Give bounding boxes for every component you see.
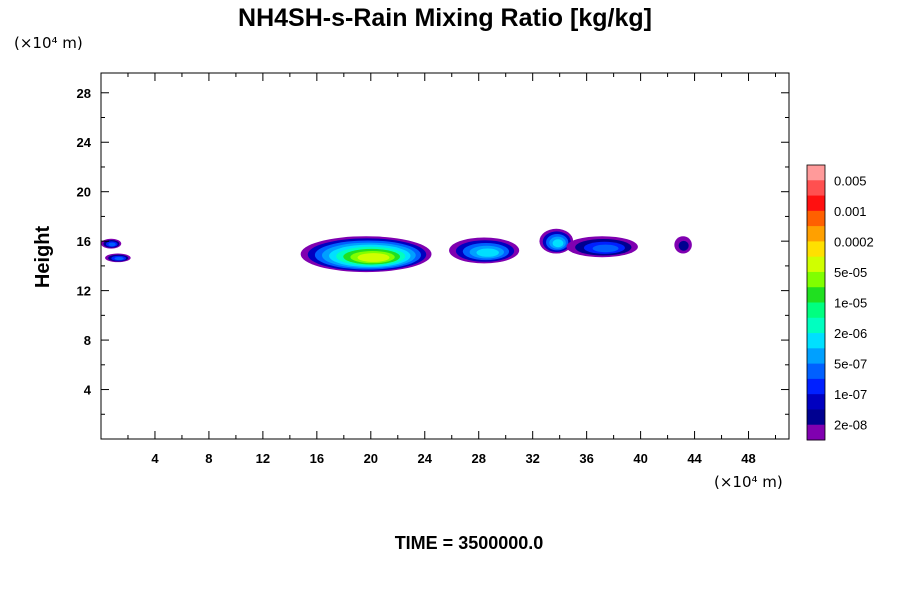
plot-area xyxy=(101,73,789,439)
colorbar-swatch xyxy=(807,210,825,227)
y-tick-label: 28 xyxy=(77,86,91,101)
contour-level xyxy=(108,242,116,247)
colorbar-swatch xyxy=(807,287,825,303)
contour-level xyxy=(357,253,390,262)
colorbar-swatch xyxy=(807,241,825,258)
x-tick-label: 48 xyxy=(741,451,755,466)
colorbar-swatch xyxy=(807,226,825,242)
y-unit-label: (×10⁴ m) xyxy=(14,34,83,52)
x-axis-ticks: 4 8 12 16 20 24 28 32 36 40 44 48 xyxy=(127,73,777,466)
contour-feature xyxy=(300,236,432,273)
x-tick-label: 20 xyxy=(364,451,378,466)
contour-level xyxy=(114,256,124,261)
colorbar-swatch xyxy=(807,348,825,365)
colorbar-swatch xyxy=(807,378,825,395)
colorbar-label: 0.0002 xyxy=(834,234,874,249)
colorbar-swatch xyxy=(807,195,825,212)
contour-level xyxy=(552,239,564,248)
colorbar-label: 2e-06 xyxy=(834,326,867,341)
x-tick-label: 44 xyxy=(687,451,702,466)
colorbar-label: 0.005 xyxy=(834,173,867,188)
colorbar-swatch xyxy=(807,317,825,334)
x-tick-label: 8 xyxy=(205,451,212,466)
colorbar-swatch xyxy=(807,256,825,273)
colorbar-label: 5e-07 xyxy=(834,357,867,372)
x-tick-label: 12 xyxy=(256,451,270,466)
colorbar-frame xyxy=(806,164,826,441)
colorbar-swatch xyxy=(807,302,825,319)
contour-feature xyxy=(449,237,520,264)
x-tick-label: 40 xyxy=(633,451,647,466)
y-tick-label: 12 xyxy=(77,284,91,299)
contour-feature xyxy=(105,253,131,263)
contour-feature xyxy=(674,236,692,254)
y-tick-label: 24 xyxy=(77,135,92,150)
colorbar-swatch xyxy=(807,165,825,181)
colorbar-label: 1e-07 xyxy=(834,387,867,402)
x-tick-label: 32 xyxy=(525,451,539,466)
colorbar-swatch xyxy=(807,394,825,410)
x-tick-label: 36 xyxy=(579,451,593,466)
contour-level xyxy=(592,244,619,253)
colorbar-swatch xyxy=(807,424,825,441)
y-tick-label: 16 xyxy=(77,234,91,249)
data-features xyxy=(101,228,692,273)
contour-level xyxy=(678,240,689,251)
colorbar-swatch xyxy=(807,333,825,349)
chart-title: NH4SH-s-Rain Mixing Ratio [kg/kg] xyxy=(238,4,652,32)
contour-feature xyxy=(101,238,122,249)
colorbar-label: 5e-05 xyxy=(834,265,867,280)
contour-feature xyxy=(539,228,574,254)
colorbar-label: 1e-05 xyxy=(834,296,867,311)
x-tick-label: 24 xyxy=(418,451,433,466)
y-axis-label: Height xyxy=(32,226,54,289)
y-tick-label: 4 xyxy=(84,383,92,398)
colorbar: 0.005 0.001 0.0002 5e-05 1e-05 2e-06 5e-07 1e-0… xyxy=(806,164,874,441)
colorbar-label: 2e-08 xyxy=(834,418,867,433)
y-axis-ticks: 4 8 12 16 20 24 28 xyxy=(77,86,789,415)
colorbar-swatch xyxy=(807,363,825,380)
plot-frame xyxy=(100,72,790,440)
colorbar-swatch xyxy=(807,180,825,196)
y-tick-label: 8 xyxy=(84,333,91,348)
contour-feature xyxy=(566,236,638,258)
x-unit-label: (×10⁴ m) xyxy=(714,473,783,491)
x-tick-label: 28 xyxy=(471,451,485,466)
x-tick-label: 4 xyxy=(151,451,159,466)
colorbar-label: 0.001 xyxy=(834,204,867,219)
contour-level xyxy=(476,248,499,257)
colorbar-swatch xyxy=(807,409,825,426)
colorbar-swatch xyxy=(807,271,825,288)
y-tick-label: 20 xyxy=(77,185,91,200)
time-label: TIME = 3500000.0 xyxy=(395,533,544,553)
x-tick-label: 16 xyxy=(310,451,324,466)
